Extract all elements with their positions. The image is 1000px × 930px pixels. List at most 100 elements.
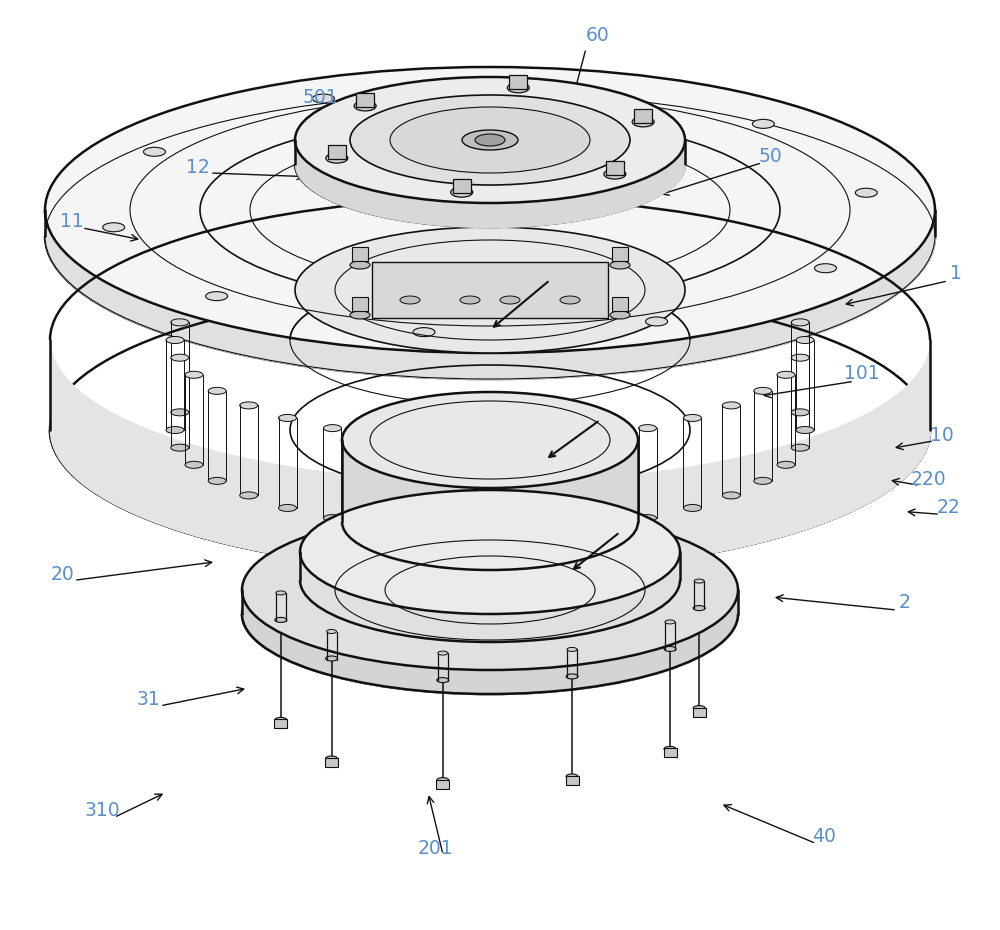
- Ellipse shape: [639, 514, 656, 522]
- Text: 31: 31: [136, 690, 160, 709]
- FancyBboxPatch shape: [328, 145, 346, 159]
- Text: 201: 201: [417, 839, 453, 857]
- Ellipse shape: [683, 504, 701, 512]
- Ellipse shape: [400, 296, 420, 304]
- Text: 220: 220: [910, 471, 946, 489]
- Ellipse shape: [171, 445, 189, 451]
- Ellipse shape: [777, 461, 795, 469]
- Ellipse shape: [791, 445, 809, 451]
- Ellipse shape: [279, 415, 297, 421]
- Ellipse shape: [664, 646, 676, 651]
- Text: 22: 22: [936, 498, 960, 517]
- Ellipse shape: [693, 706, 705, 711]
- Ellipse shape: [275, 618, 287, 622]
- Ellipse shape: [754, 477, 772, 485]
- Ellipse shape: [373, 432, 391, 439]
- Ellipse shape: [639, 425, 656, 432]
- Ellipse shape: [693, 605, 705, 611]
- Ellipse shape: [683, 415, 701, 421]
- Ellipse shape: [722, 402, 740, 409]
- FancyBboxPatch shape: [436, 779, 449, 789]
- Ellipse shape: [103, 223, 125, 232]
- Ellipse shape: [604, 169, 626, 179]
- Ellipse shape: [462, 130, 518, 150]
- Ellipse shape: [326, 656, 338, 661]
- Ellipse shape: [632, 117, 654, 126]
- Ellipse shape: [610, 261, 630, 269]
- Ellipse shape: [610, 311, 630, 319]
- FancyBboxPatch shape: [352, 247, 368, 261]
- Ellipse shape: [754, 388, 772, 394]
- FancyBboxPatch shape: [612, 247, 628, 261]
- Ellipse shape: [354, 101, 376, 111]
- Ellipse shape: [342, 392, 638, 488]
- Ellipse shape: [560, 296, 580, 304]
- Ellipse shape: [481, 438, 499, 445]
- Ellipse shape: [240, 492, 258, 498]
- Text: 20: 20: [50, 565, 74, 584]
- Ellipse shape: [481, 528, 499, 536]
- Text: 310: 310: [84, 802, 120, 820]
- Ellipse shape: [327, 630, 337, 633]
- Ellipse shape: [426, 526, 444, 534]
- Text: 1: 1: [950, 264, 962, 283]
- Ellipse shape: [373, 522, 391, 529]
- Text: 101: 101: [844, 365, 880, 383]
- FancyBboxPatch shape: [356, 93, 374, 107]
- FancyBboxPatch shape: [453, 179, 471, 193]
- Ellipse shape: [166, 337, 184, 343]
- FancyBboxPatch shape: [606, 161, 624, 175]
- Ellipse shape: [460, 296, 480, 304]
- Ellipse shape: [752, 119, 774, 128]
- Ellipse shape: [567, 647, 577, 651]
- Ellipse shape: [791, 319, 809, 325]
- Ellipse shape: [276, 591, 286, 595]
- Ellipse shape: [295, 77, 685, 203]
- Ellipse shape: [300, 490, 680, 614]
- Ellipse shape: [646, 317, 668, 325]
- Ellipse shape: [323, 514, 341, 522]
- Ellipse shape: [185, 371, 203, 379]
- Ellipse shape: [350, 95, 630, 185]
- Ellipse shape: [500, 296, 520, 304]
- FancyBboxPatch shape: [509, 74, 527, 88]
- Ellipse shape: [240, 402, 258, 409]
- Ellipse shape: [815, 264, 837, 272]
- Ellipse shape: [185, 461, 203, 469]
- Ellipse shape: [791, 354, 809, 361]
- Ellipse shape: [323, 425, 341, 432]
- Ellipse shape: [208, 477, 226, 485]
- Ellipse shape: [722, 492, 740, 498]
- Ellipse shape: [437, 777, 449, 782]
- Ellipse shape: [796, 427, 814, 433]
- Ellipse shape: [777, 371, 795, 379]
- Text: 40: 40: [812, 828, 836, 846]
- Ellipse shape: [791, 409, 809, 416]
- Ellipse shape: [279, 504, 297, 512]
- FancyBboxPatch shape: [612, 297, 628, 311]
- Ellipse shape: [242, 510, 738, 670]
- Ellipse shape: [796, 337, 814, 343]
- Ellipse shape: [566, 774, 578, 779]
- Text: 60: 60: [586, 26, 610, 45]
- Ellipse shape: [475, 134, 505, 146]
- Text: 2: 2: [899, 593, 911, 612]
- Ellipse shape: [350, 261, 370, 269]
- FancyBboxPatch shape: [325, 758, 338, 767]
- FancyBboxPatch shape: [664, 749, 677, 757]
- Ellipse shape: [665, 620, 675, 624]
- Ellipse shape: [536, 437, 554, 444]
- FancyBboxPatch shape: [634, 109, 652, 123]
- Text: 50: 50: [758, 147, 782, 166]
- Ellipse shape: [413, 327, 435, 337]
- FancyBboxPatch shape: [693, 708, 706, 717]
- Ellipse shape: [326, 756, 338, 761]
- FancyBboxPatch shape: [566, 776, 579, 785]
- Ellipse shape: [589, 522, 607, 529]
- Ellipse shape: [171, 319, 189, 325]
- Ellipse shape: [312, 94, 334, 103]
- Ellipse shape: [437, 678, 449, 683]
- Ellipse shape: [438, 651, 448, 655]
- Ellipse shape: [171, 409, 189, 416]
- Text: 12: 12: [186, 158, 210, 177]
